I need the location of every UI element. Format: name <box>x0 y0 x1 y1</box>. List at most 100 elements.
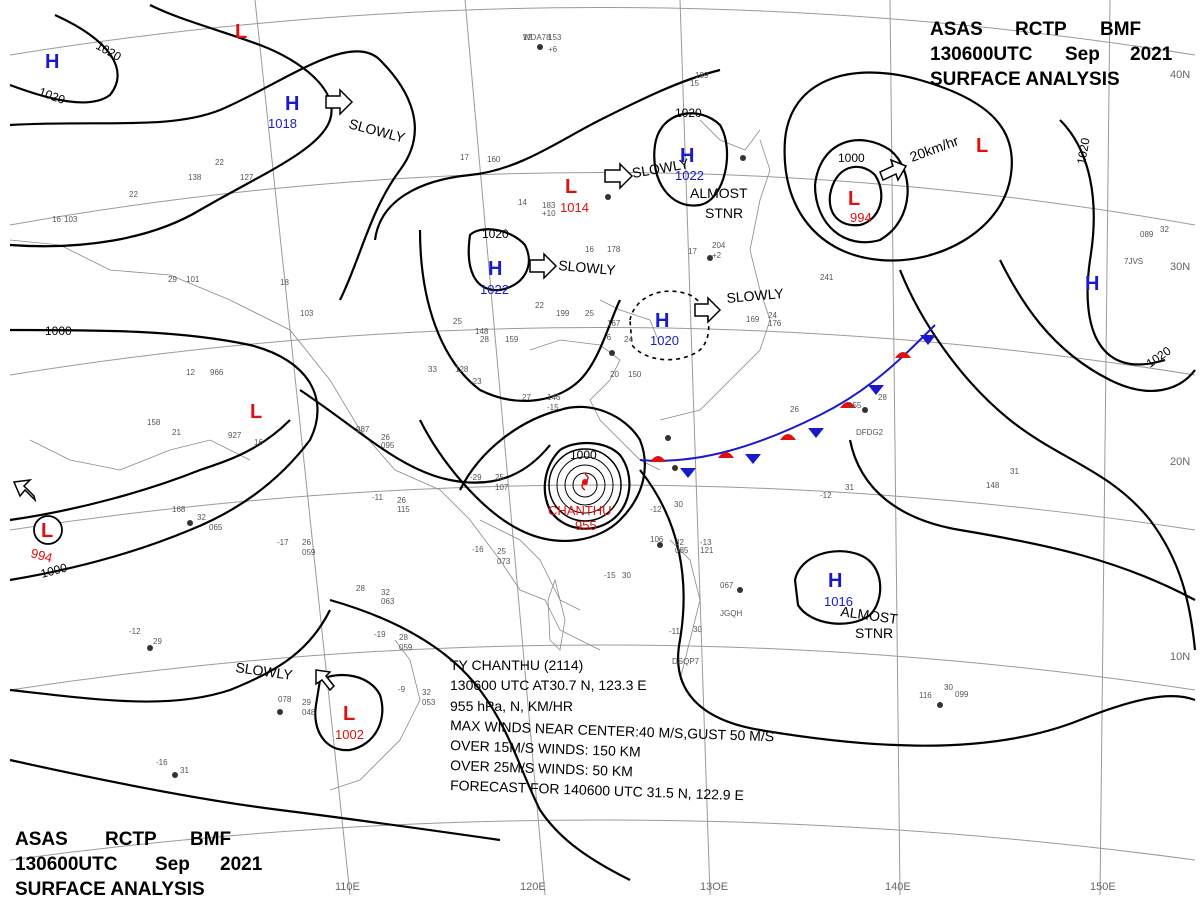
station-plot-value: 12 <box>523 33 532 42</box>
grid-labels: 110E 120E 13OE 140E 150E 40N 30N 20N 10N <box>335 69 1190 893</box>
lat-label-30n: 30N <box>1170 261 1190 273</box>
typhoon-info-line: TY CHANTHU (2114) <box>450 657 583 673</box>
station-plot-value: 168 <box>172 505 186 514</box>
station-plot-value: 116 <box>919 691 932 700</box>
isobar-label: 1000 <box>570 448 597 462</box>
movement-label: SLOWLY <box>235 659 295 683</box>
isobar-label: 1020 <box>675 106 702 120</box>
station-plot-value: 22 <box>215 158 224 167</box>
station-plot-value: 103 <box>64 215 78 224</box>
station-plot-value: 25 <box>453 317 462 326</box>
pressure-value: 994 <box>29 545 54 565</box>
station-plot-value: 095 <box>381 441 395 450</box>
movement-arrows <box>12 88 908 692</box>
station-plot-value: 28 <box>480 335 489 344</box>
station-plot-value: 158 <box>147 418 161 427</box>
station-plot-value: 138 <box>188 173 202 182</box>
station-plot-value: 189 <box>695 71 709 80</box>
station-plot-value: 148 <box>475 327 489 336</box>
lat-label-20n: 20N <box>1170 456 1190 468</box>
station-plot-value: 24 <box>624 335 633 344</box>
stationary-front <box>639 324 936 478</box>
coastlines <box>9 119 771 791</box>
station-plot-value: 078 <box>278 695 292 704</box>
header-top-code-asas: ASAS <box>930 19 983 40</box>
typhoon-rings <box>548 448 622 522</box>
header-bottom-year: 2021 <box>220 854 263 875</box>
lon-label-140e: 140E <box>885 881 911 893</box>
station-markers <box>147 44 943 778</box>
station-plot-value: 155 <box>848 401 862 410</box>
station-plot-value: 29 <box>168 275 177 284</box>
station-plot-value: 17 <box>688 247 697 256</box>
station-plot-value: 31 <box>1010 467 1019 476</box>
station-plot-value: -9 <box>398 685 406 694</box>
station-plot-value: 14 <box>518 198 527 207</box>
station-plot-value: 067 <box>720 581 734 590</box>
station-plot-value: 32 <box>675 538 684 547</box>
lon-label-110e: 110E <box>335 881 360 893</box>
isobar-label: 1020 <box>1144 343 1174 370</box>
station-plot-value: 12 <box>186 368 195 377</box>
station-plot-value: -6 <box>604 333 612 342</box>
station-plot-value: 927 <box>228 431 242 440</box>
typhoon-info-line: OVER 15M/S WINDS: 150 KM <box>450 737 641 760</box>
station-plot-value: 21 <box>172 428 181 437</box>
header-bottom-month: Sep <box>155 854 190 875</box>
header-bottom-code-asas: ASAS <box>15 829 68 850</box>
high-symbol: H <box>285 93 299 115</box>
station-plot-value: 073 <box>497 557 511 566</box>
movement-label: 20km/hr <box>908 132 961 164</box>
station-plot-value: 059 <box>302 548 316 557</box>
header-bottom-title: SURFACE ANALYSIS <box>15 879 205 900</box>
station-plot-value: 099 <box>955 690 969 699</box>
lon-label-130e: 13OE <box>700 881 728 893</box>
station-plot-value: 33 <box>428 365 437 374</box>
station-plot-value: 28 <box>356 584 365 593</box>
pressure-value: 1018 <box>268 116 297 131</box>
station-plot-value: 16 <box>254 438 263 447</box>
station-plot-value: 127 <box>240 173 254 182</box>
station-plot-value: 17 <box>460 153 469 162</box>
station-plot-value: -16 <box>472 545 484 554</box>
station-plot-value: 7JVS <box>1124 257 1143 266</box>
typhoon-symbol <box>581 473 589 491</box>
station-plot-value: 987 <box>356 425 370 434</box>
station-plot-value: 183 <box>542 201 556 210</box>
isobar-labels: 1020 1020 1000 1000 1020 1020 1000 1020 … <box>37 38 1174 580</box>
low-symbol: L <box>343 703 355 725</box>
station-plot-value: 25 <box>497 547 506 556</box>
station-plot-value: 32 <box>1160 225 1169 234</box>
station-plot-value: 32 <box>422 688 431 697</box>
station-plot-value: 28 <box>399 633 408 642</box>
station-plot-value: 089 <box>1140 230 1154 239</box>
station-plot-value: 25 <box>585 309 594 318</box>
station-plot-value: -15 <box>547 403 559 412</box>
movement-label: ALMOST <box>690 185 748 201</box>
station-plot-value: 26 <box>790 405 799 414</box>
station-plot-value: 32 <box>197 513 206 522</box>
station-plot-value: -12 <box>820 491 832 500</box>
header-top-year: 2021 <box>1130 44 1173 65</box>
station-plot-value: -12 <box>129 627 141 636</box>
isobar-label: 1000 <box>45 324 72 338</box>
isobar-label: 1020 <box>1074 136 1092 165</box>
typhoon-info-line: OVER 25M/S WINDS: 50 KM <box>450 757 633 779</box>
station-plot-value: 30 <box>693 625 702 634</box>
station-plot-value: 30 <box>674 500 683 509</box>
movement-label: ALMOST <box>840 603 900 627</box>
header-bottom-code-rctp: RCTP <box>105 829 157 850</box>
station-plot-value: 16 <box>585 245 594 254</box>
header-top: ASAS RCTP BMF 130600UTC Sep 2021 SURFACE… <box>930 19 1173 90</box>
isobars <box>9 4 1197 881</box>
station-plot-value: 063 <box>381 597 395 606</box>
lat-label-40n: 40N <box>1170 69 1190 81</box>
station-plot-value: -11 <box>669 627 681 636</box>
station-plot-value: -17 <box>277 538 289 547</box>
pressure-value: 1020 <box>650 333 679 348</box>
station-plot-value: 24 <box>768 311 777 320</box>
station-plot-value: -29 <box>470 473 482 482</box>
station-plot-value: 059 <box>399 643 413 652</box>
station-plot-value: 085 <box>675 546 689 555</box>
